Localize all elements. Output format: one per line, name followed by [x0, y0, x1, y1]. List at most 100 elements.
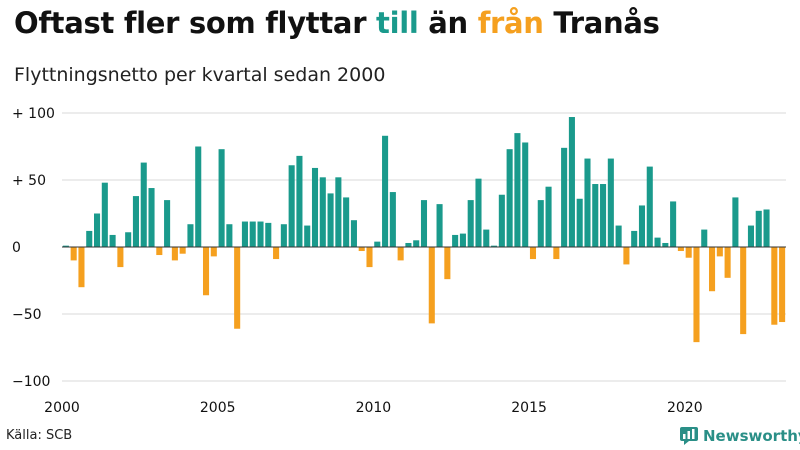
bar [428, 247, 435, 324]
y-tick-label: + 100 [12, 106, 55, 122]
x-tick-label: 2015 [511, 400, 547, 416]
bar [397, 247, 404, 261]
title-part-2: än [418, 6, 478, 40]
bar [514, 133, 521, 247]
bar [709, 247, 716, 292]
bar [506, 149, 513, 247]
bar [607, 158, 614, 247]
bar [288, 165, 295, 247]
bar [265, 222, 272, 247]
title-word-till: till [376, 6, 419, 40]
bar [553, 247, 560, 260]
y-tick-label: −50 [12, 307, 42, 323]
bar [483, 229, 490, 247]
bar [701, 229, 708, 247]
bar [218, 149, 225, 247]
bar [436, 204, 443, 247]
bar [109, 234, 116, 247]
bar [280, 224, 287, 247]
bar [382, 135, 389, 247]
bar [94, 213, 101, 247]
bar [405, 242, 412, 247]
title-word-fran: från [477, 6, 544, 40]
chart-subtitle: Flyttningsnetto per kvartal sedan 2000 [14, 64, 386, 86]
bar [257, 221, 264, 247]
newsworthy-chart-logo-icon [680, 427, 698, 445]
bar [662, 242, 669, 247]
y-tick-label: 0 [12, 240, 21, 256]
bar [327, 193, 334, 247]
bar [86, 230, 93, 247]
brand-logo: Newsworthy [680, 427, 800, 445]
bar [226, 224, 233, 247]
x-tick-label: 2010 [356, 400, 392, 416]
bar [125, 232, 132, 247]
bar [677, 247, 684, 252]
bar [654, 237, 661, 247]
bar [413, 240, 420, 247]
bar [693, 247, 700, 343]
x-tick-label: 2005 [200, 400, 236, 416]
bar [475, 178, 482, 247]
y-tick-label: + 50 [12, 173, 46, 189]
bar [78, 247, 85, 288]
brand-name: Newsworthy [703, 427, 800, 445]
bar [350, 220, 357, 247]
bar [319, 177, 326, 247]
source-note: Källa: SCB [6, 428, 73, 443]
bar [779, 247, 786, 323]
bar [646, 166, 653, 247]
bar [311, 167, 319, 247]
bar [584, 158, 591, 247]
bar [747, 225, 754, 247]
y-tick-label: −100 [12, 374, 50, 390]
bar [140, 162, 147, 247]
x-tick-label: 2000 [44, 400, 80, 416]
bar [529, 247, 537, 260]
bar [716, 247, 723, 257]
bar [631, 230, 638, 247]
bar [740, 247, 747, 335]
bar [638, 205, 646, 247]
bar [452, 234, 459, 247]
bar [420, 200, 428, 247]
bar [763, 209, 770, 247]
bar [156, 247, 163, 256]
bar [101, 182, 108, 247]
bar [374, 241, 381, 247]
bar [304, 225, 311, 247]
bar [755, 210, 762, 247]
title-part-1: Oftast fler som flyttar [14, 6, 376, 40]
bar [732, 197, 739, 247]
bar [241, 221, 248, 247]
bar [179, 247, 186, 254]
bar [249, 221, 256, 247]
bar [210, 247, 217, 257]
bar [234, 247, 241, 329]
bar [343, 197, 350, 247]
bar [148, 188, 155, 247]
bar [498, 194, 505, 247]
bar [366, 247, 373, 268]
bar [561, 147, 568, 247]
bar [273, 247, 280, 260]
bar [537, 200, 544, 247]
title-part-3: Tranås [543, 6, 660, 40]
bar [70, 247, 77, 261]
bar [335, 177, 342, 247]
bar [576, 198, 583, 247]
x-tick-label: 2020 [667, 400, 703, 416]
bar [615, 225, 622, 247]
bar [592, 184, 599, 247]
bar [491, 245, 498, 247]
bar [202, 247, 210, 296]
chart-title: Oftast fler som flyttar till än från Tra… [14, 6, 660, 40]
bar [117, 247, 124, 268]
bar [568, 117, 575, 248]
bar [171, 247, 178, 261]
bar [600, 184, 607, 247]
bar [389, 192, 396, 247]
bar [522, 142, 529, 247]
bar [459, 233, 466, 247]
